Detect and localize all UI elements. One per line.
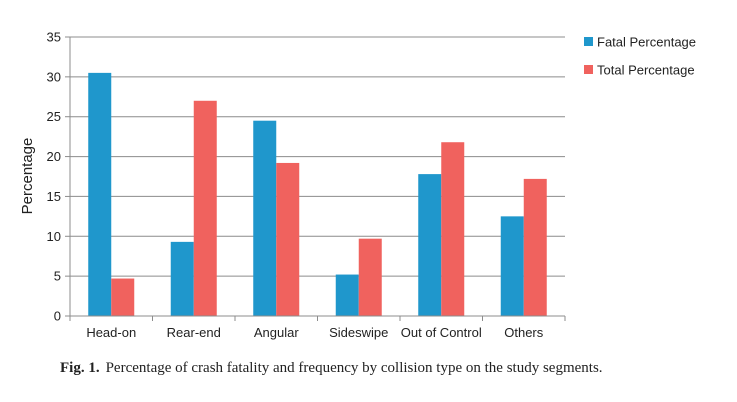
- figure-caption: Fig. 1. Percentage of crash fatality and …: [60, 360, 720, 377]
- bar-total-percentage-angular: [276, 162, 300, 316]
- y-tick-label: 30: [47, 69, 61, 84]
- bar-fatal-percentage-out-of-control: [418, 174, 442, 316]
- bar-fatal-percentage-head-on: [88, 72, 112, 316]
- x-tick-label: Angular: [254, 325, 299, 340]
- bar-total-percentage-rear-end: [193, 100, 217, 317]
- figure-label: Fig. 1.: [60, 360, 100, 376]
- bar-fatal-percentage-others: [500, 216, 524, 316]
- legend-label: Fatal Percentage: [597, 35, 696, 50]
- bar-total-percentage-out-of-control: [441, 142, 465, 316]
- legend-swatch: [584, 37, 593, 46]
- y-tick-label: 35: [47, 30, 61, 45]
- x-tick-labels: Head-on Rear-end Angular Sideswipe Out of Co…: [86, 325, 543, 340]
- legend: Fatal Percentage Total Percentage: [584, 35, 696, 78]
- axes: [65, 36, 566, 321]
- bar-fatal-percentage-rear-end: [170, 241, 194, 316]
- y-tick-label: 5: [54, 269, 61, 284]
- y-axis-title: Percentage: [19, 138, 36, 215]
- legend-swatch: [584, 65, 593, 74]
- y-tick-labels: 0 5 10 15 20 25 30 35: [47, 30, 61, 324]
- x-tick-label: Rear-end: [167, 325, 221, 340]
- bar-fatal-percentage-angular: [253, 120, 277, 316]
- bars: [88, 72, 547, 317]
- y-tick-label: 10: [47, 229, 61, 244]
- y-tick-label: 0: [54, 309, 61, 324]
- y-tick-label: 25: [47, 109, 61, 124]
- bar-fatal-percentage-sideswipe: [335, 274, 359, 316]
- y-tick-label: 15: [47, 189, 61, 204]
- y-tick-label: 20: [47, 149, 61, 164]
- gridlines: [70, 36, 565, 277]
- x-tick-label: Head-on: [86, 325, 136, 340]
- bar-chart: 0 5 10 15 20 25 30 35 Head-on Rear-end Angular Sid…: [19, 30, 696, 341]
- bar-total-percentage-others: [523, 178, 547, 316]
- x-tick-label: Sideswipe: [329, 325, 388, 340]
- x-tick-label: Out of Control: [401, 325, 482, 340]
- bar-total-percentage-head-on: [111, 278, 135, 316]
- bar-total-percentage-sideswipe: [358, 238, 382, 316]
- x-tick-label: Others: [504, 325, 544, 340]
- legend-label: Total Percentage: [597, 63, 695, 78]
- figure-caption-text: Percentage of crash fatality and frequen…: [105, 360, 603, 376]
